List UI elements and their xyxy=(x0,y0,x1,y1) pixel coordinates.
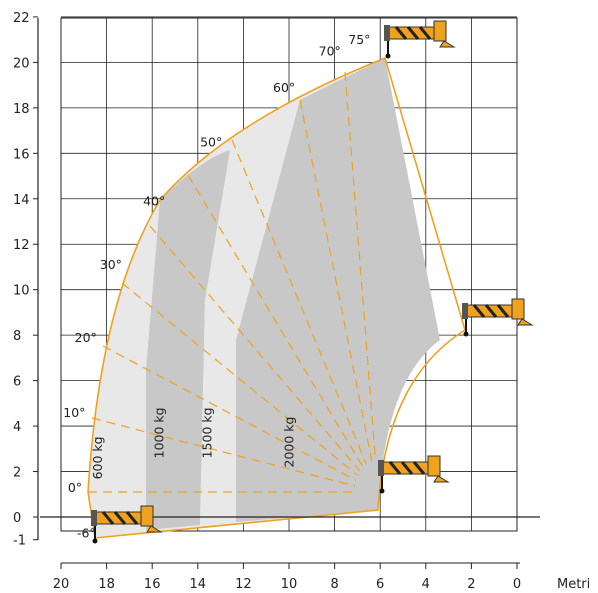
angle-line xyxy=(344,71,376,459)
zone-1000kg xyxy=(146,150,230,530)
load-zone-label: 1500 kg xyxy=(199,407,214,458)
y-tick-label: 2 xyxy=(13,466,21,481)
load-zone-label: 600 kg xyxy=(90,436,105,479)
y-tick-label: 10 xyxy=(13,284,30,299)
angle-label: 60° xyxy=(273,80,295,95)
angle-label: 75° xyxy=(348,32,370,47)
x-tick-label: 12 xyxy=(235,577,252,592)
y-tick-label: 16 xyxy=(13,147,30,162)
angle-label: 70° xyxy=(319,44,341,59)
x-tick-labels: 20 18 16 14 12 10 8 6 4 2 0 xyxy=(53,563,521,592)
load-zone-labels: 600 kg 1000 kg 1500 kg 2000 kg xyxy=(90,407,297,479)
y-tick-label: 18 xyxy=(13,102,30,117)
zone-1500kg xyxy=(200,100,300,525)
angle-line xyxy=(121,282,358,476)
angle-line xyxy=(91,417,356,487)
angle-label: -6° xyxy=(77,525,96,540)
angle-label: 30° xyxy=(100,257,122,272)
angle-label: 20° xyxy=(75,330,97,345)
x-tick-label: 20 xyxy=(53,577,70,592)
y-tick-label: 22 xyxy=(13,11,30,26)
x-tick-label: 14 xyxy=(190,577,207,592)
y-tick-label: 8 xyxy=(13,329,21,344)
angle-line xyxy=(149,225,361,472)
x-tick-label: 18 xyxy=(98,577,115,592)
load-zone-label: 1000 kg xyxy=(152,407,167,458)
angle-label: 0° xyxy=(68,480,82,495)
x-tick-label: 4 xyxy=(422,577,430,592)
angle-line xyxy=(299,99,373,461)
zone-2000kg xyxy=(236,58,440,522)
x-tick-label: 0 xyxy=(513,577,521,592)
angle-line xyxy=(187,174,364,467)
y-tick-label: 14 xyxy=(13,193,30,208)
angle-line xyxy=(231,139,367,465)
angle-line xyxy=(102,345,357,481)
x-tick-label: 2 xyxy=(467,577,475,592)
y-tick-label: 6 xyxy=(13,375,21,390)
x-tick-label: 16 xyxy=(144,577,161,592)
y-tick-label: 4 xyxy=(13,420,21,435)
y-tick-label: 12 xyxy=(13,238,30,253)
angle-label: 10° xyxy=(63,405,85,420)
angle-label: 50° xyxy=(200,135,222,150)
angle-lines xyxy=(88,71,376,493)
y-tick-label: 0 xyxy=(13,511,21,526)
angle-labels: -6° 0° 10° 20° 30° 40° 50° 60° 70° 75° xyxy=(63,32,370,540)
working-envelope xyxy=(87,56,466,539)
load-zone-label: 2000 kg xyxy=(282,417,297,468)
x-unit-label: Metri xyxy=(557,577,590,592)
y-tick-label: -1 xyxy=(13,534,26,549)
envelope-outline xyxy=(87,56,466,539)
x-tick-label: 6 xyxy=(376,577,384,592)
x-tick-label: 8 xyxy=(330,577,338,592)
y-tick-label: 20 xyxy=(13,56,30,71)
x-tick-label: 10 xyxy=(281,577,298,592)
angle-label: 40° xyxy=(143,194,165,209)
